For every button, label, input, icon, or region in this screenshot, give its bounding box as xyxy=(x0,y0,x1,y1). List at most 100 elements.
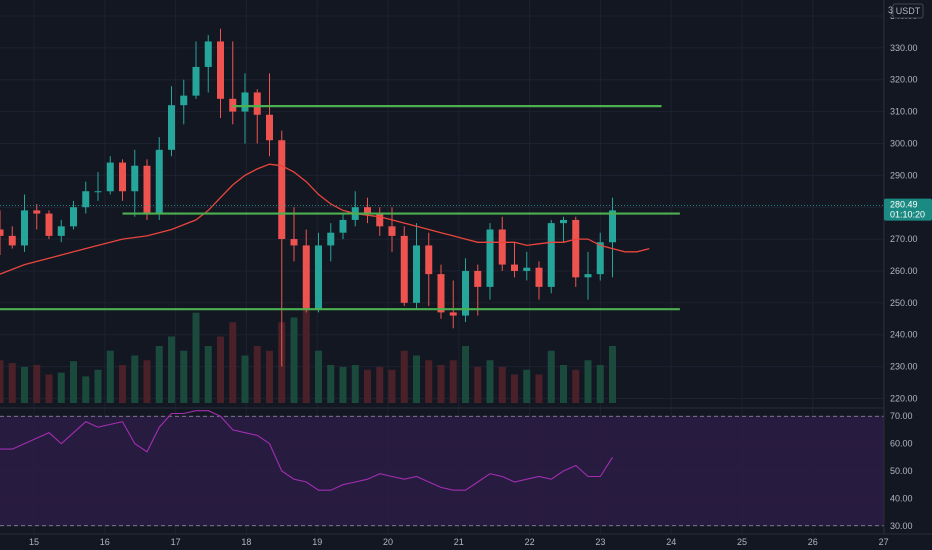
date-tick-label: 18 xyxy=(241,537,251,547)
volume-bar xyxy=(547,350,555,403)
volume-bar xyxy=(168,336,175,403)
volume-bar xyxy=(351,365,359,403)
volume-bar xyxy=(229,322,237,403)
candle-body xyxy=(327,232,335,246)
candle-body xyxy=(21,210,28,246)
volume-bar xyxy=(180,350,188,403)
date-tick-label: 23 xyxy=(595,537,605,547)
rsi-tick-label: 70.00 xyxy=(890,411,913,421)
last-price-badge-background xyxy=(884,198,932,221)
date-tick-label: 19 xyxy=(312,537,322,547)
candle-body xyxy=(82,191,90,208)
candlestick-series xyxy=(0,28,616,367)
candle-body xyxy=(119,162,126,192)
volume-bar xyxy=(437,365,445,403)
rsi-tick-label: 50.00 xyxy=(890,466,913,476)
candle-countdown: 01:10:20 xyxy=(890,210,925,220)
price-tick-label: 290.00 xyxy=(890,170,918,180)
last-price-value: 280.49 xyxy=(890,200,918,210)
candle-body xyxy=(425,245,433,275)
price-tick-label: 320.00 xyxy=(890,75,918,85)
candle-body xyxy=(131,165,139,192)
price-axis-top-tick: 3 xyxy=(888,5,893,15)
candle-body xyxy=(376,213,384,227)
volume-bar xyxy=(327,365,335,403)
volume-bar xyxy=(609,346,616,403)
volume-bar xyxy=(315,350,322,403)
candle-body xyxy=(180,95,188,106)
date-axis-background xyxy=(0,534,932,550)
price-tick-label: 260.00 xyxy=(890,266,918,276)
volume-bar xyxy=(0,360,4,403)
date-tick-label: 21 xyxy=(454,537,464,547)
volume-bar xyxy=(560,365,567,403)
candle-body xyxy=(217,41,224,99)
rsi-line xyxy=(0,410,613,491)
volume-bar xyxy=(302,308,310,403)
candle-body xyxy=(498,229,506,265)
volume-bar xyxy=(413,355,420,403)
candle-body xyxy=(339,219,347,233)
volume-bar xyxy=(523,369,531,403)
date-tick-label: 15 xyxy=(29,537,39,547)
volume-bar xyxy=(119,365,126,403)
volume-bar xyxy=(400,350,408,403)
price-tick-label: 220.00 xyxy=(890,393,918,403)
candle-body xyxy=(33,210,41,214)
candle-body xyxy=(400,235,408,303)
volume-bar xyxy=(388,369,396,403)
candle-body xyxy=(155,149,163,214)
last-price-badge: 280.49 01:10:20 xyxy=(884,198,932,221)
candle-body xyxy=(302,245,310,310)
volume-bar xyxy=(33,365,41,403)
volume-bar xyxy=(217,336,224,403)
candle-body xyxy=(315,245,322,310)
candle-body xyxy=(364,207,371,214)
volume-bar xyxy=(376,366,384,403)
volume-bar xyxy=(449,360,457,403)
volume-bar xyxy=(94,369,102,403)
volume-bar xyxy=(8,363,16,403)
candle-body xyxy=(535,267,543,287)
candle-body xyxy=(523,267,531,271)
volume-bar xyxy=(253,346,261,403)
candle-body xyxy=(204,41,212,67)
rsi-axis-ticks: 70.00 60.00 50.00 40.00 30.00 xyxy=(890,411,913,531)
candle-body xyxy=(266,114,273,141)
candle-body xyxy=(106,162,114,192)
candle-body xyxy=(143,165,151,214)
price-axis-background xyxy=(884,0,932,550)
candle-body xyxy=(253,92,261,115)
date-tick-label: 24 xyxy=(666,537,676,547)
volume-bar xyxy=(474,366,482,403)
price-tick-label: 270.00 xyxy=(890,234,918,244)
currency-label: USDT xyxy=(896,6,921,16)
volume-bar xyxy=(339,366,347,403)
volume-bar xyxy=(131,355,139,403)
volume-bar xyxy=(21,366,28,403)
moving-average-line xyxy=(0,163,650,275)
price-tick-label: 240.00 xyxy=(890,330,918,340)
volume-bar xyxy=(82,376,90,403)
volume-bar xyxy=(192,312,200,403)
date-axis-ticks: 15 16 17 18 19 20 21 22 23 24 25 26 27 xyxy=(29,537,889,547)
date-tick-label: 26 xyxy=(808,537,818,547)
candle-body xyxy=(547,223,555,287)
candle-body xyxy=(560,219,567,224)
candle-body xyxy=(609,210,616,243)
price-tick-label: 250.00 xyxy=(890,298,918,308)
candle-body xyxy=(192,66,200,96)
candle-body xyxy=(584,274,592,278)
date-tick-label: 20 xyxy=(383,537,393,547)
candle-body xyxy=(57,226,65,236)
candle-body xyxy=(449,312,457,316)
volume-bar xyxy=(204,346,212,403)
price-tick-label: 230.00 xyxy=(890,362,918,372)
date-tick-label: 16 xyxy=(100,537,110,547)
volume-bar xyxy=(364,369,371,403)
currency-badge[interactable] xyxy=(892,3,924,19)
volume-bar xyxy=(425,360,433,403)
volume-bar xyxy=(241,355,249,403)
candle-body xyxy=(388,226,396,236)
